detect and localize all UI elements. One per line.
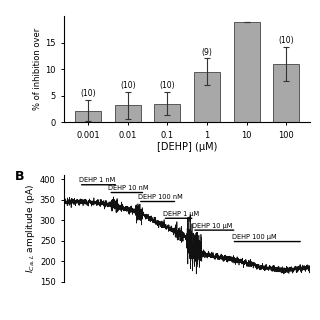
Text: (10): (10) [160,81,175,90]
Text: DEHP 10 nM: DEHP 10 nM [108,185,149,191]
X-axis label: [DEHP] (μM): [DEHP] (μM) [157,142,217,152]
Text: DEHP 100 μM: DEHP 100 μM [232,234,276,240]
Text: (10): (10) [120,81,136,90]
Text: (9): (9) [202,48,212,57]
Bar [194,72,220,122]
Text: (10): (10) [278,36,294,45]
Text: DEHP 100 nM: DEHP 100 nM [138,194,183,200]
Y-axis label: % of inhibition over: % of inhibition over [33,28,42,110]
Bar [115,105,140,122]
Bar [273,64,299,122]
Text: DEHP 1 μM: DEHP 1 μM [163,211,199,217]
Y-axis label: $I_{Ca,L}$ amplitude (pA): $I_{Ca,L}$ amplitude (pA) [24,184,37,273]
Bar [75,110,101,122]
Text: DEHP 10 μM: DEHP 10 μM [192,223,233,229]
Text: (10): (10) [80,89,96,98]
Bar [155,104,180,122]
Text: DEHP 1 nM: DEHP 1 nM [79,177,115,183]
Text: B: B [15,170,24,183]
Bar [234,22,260,122]
